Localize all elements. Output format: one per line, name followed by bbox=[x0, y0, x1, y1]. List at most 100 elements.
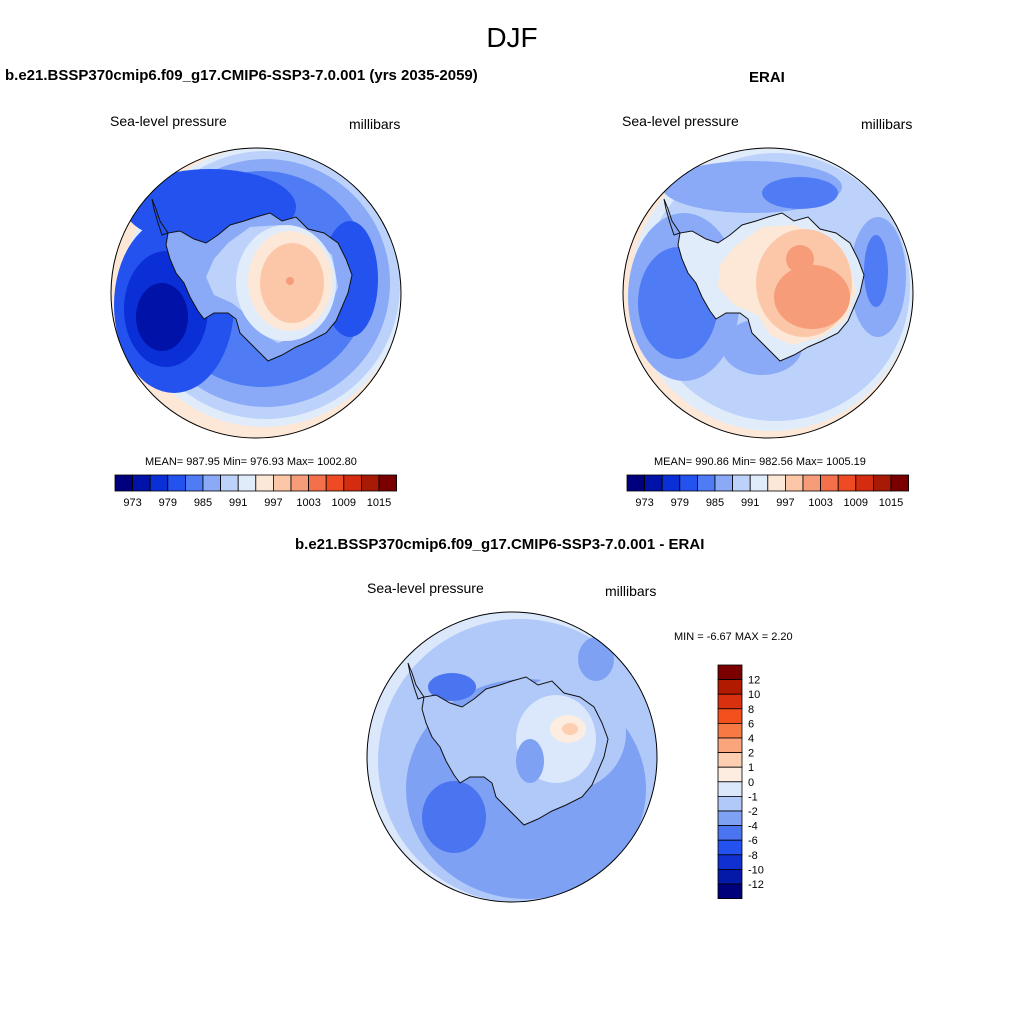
panel1-colorbar-swatch bbox=[167, 474, 186, 492]
panel2-map-border bbox=[622, 147, 914, 439]
panel1-colorbar-tick-label: 985 bbox=[194, 497, 212, 509]
panel1-subtitle-left: Sea-level pressure bbox=[110, 113, 227, 129]
diff-colorbar-swatch bbox=[717, 664, 743, 681]
diff-colorbar-tick-label: 10 bbox=[748, 689, 760, 701]
diff-subtitle-left: Sea-level pressure bbox=[367, 580, 484, 596]
diff-colorbar-tick-label: 1 bbox=[748, 762, 754, 774]
diff-map-border bbox=[366, 611, 658, 903]
diff-colorbar-tick-label: 6 bbox=[748, 718, 754, 730]
diff-colorbar-tick-label: -8 bbox=[748, 850, 758, 862]
panel2-colorbar-swatch bbox=[784, 474, 804, 492]
panel2-colorbar-swatch bbox=[820, 474, 839, 492]
panel2-colorbar-tick-label: 979 bbox=[671, 497, 689, 509]
panel2-colorbar-swatch bbox=[837, 474, 857, 492]
diff-colorbar-swatch bbox=[717, 679, 743, 695]
diff-colorbar-tick-label: 0 bbox=[748, 777, 754, 789]
panel2-colorbar-tick-label: 991 bbox=[741, 497, 759, 509]
panel1-colorbar-swatch bbox=[237, 474, 257, 492]
diff-colorbar-swatch bbox=[717, 839, 743, 856]
diff-colorbar-tick-label: -6 bbox=[748, 835, 758, 847]
panel1-colorbar-swatch bbox=[114, 474, 134, 492]
panel1-title: b.e21.BSSP370cmip6.f09_g17.CMIP6-SSP3-7.… bbox=[5, 67, 478, 84]
diff-contour-fill bbox=[516, 739, 544, 783]
panel2-subtitle-left: Sea-level pressure bbox=[622, 113, 739, 129]
diff-title: b.e21.BSSP370cmip6.f09_g17.CMIP6-SSP3-7.… bbox=[295, 536, 705, 553]
diff-contour-fill bbox=[578, 637, 614, 681]
panel2-colorbar-swatch bbox=[872, 474, 892, 492]
diff-colorbar-tick-label: 8 bbox=[748, 704, 754, 716]
diff-stats: MIN = -6.67 MAX = 2.20 bbox=[674, 631, 793, 643]
diff-colorbar-tick-label: -4 bbox=[748, 821, 758, 833]
panel1-colorbar-tick-label: 991 bbox=[229, 497, 247, 509]
panel1-colorbar-swatch bbox=[185, 474, 204, 492]
panel1-contour-fill bbox=[136, 283, 188, 351]
diff-subtitle-right: millibars bbox=[605, 583, 657, 599]
panel1-colorbar-tick-label: 1003 bbox=[296, 497, 320, 509]
panel2-colorbar-tick-label: 997 bbox=[776, 497, 794, 509]
diff-contour-fill bbox=[562, 723, 578, 735]
panel2-colorbar-swatch bbox=[890, 474, 910, 492]
diff-coastline bbox=[421, 676, 609, 826]
diff-colorbar-swatch bbox=[717, 766, 743, 783]
diff-colorbar-swatch bbox=[717, 810, 743, 827]
panel1-map-border bbox=[110, 147, 402, 439]
panel1-coastline bbox=[165, 212, 353, 362]
panel2-colorbar: 973 979 985 991 997 1003 1009 1015 bbox=[626, 474, 910, 509]
diff-colorbar-tick-label: 12 bbox=[748, 675, 760, 687]
panel1-colorbar-swatch bbox=[132, 474, 151, 492]
main-title: DJF bbox=[486, 22, 538, 53]
panel2-title: ERAI bbox=[749, 69, 785, 86]
panel1-colorbar-swatch bbox=[272, 474, 292, 492]
panel2-colorbar-swatch bbox=[802, 474, 822, 492]
panel2-subtitle-right: millibars bbox=[861, 116, 913, 132]
panel1-map bbox=[110, 147, 402, 439]
panel1-colorbar: 973 979 985 991 997 1003 1009 1015 bbox=[114, 474, 398, 509]
panel2-colorbar-swatch bbox=[626, 474, 646, 492]
panel1-colorbar-swatch bbox=[343, 474, 362, 492]
panel2-contour-fill bbox=[786, 245, 814, 273]
diff-colorbar-swatch bbox=[717, 752, 743, 768]
panel2-colorbar-tick-label: 1003 bbox=[808, 497, 832, 509]
panel1-colorbar-tick-label: 973 bbox=[123, 497, 141, 509]
diff-colorbar-swatch bbox=[717, 781, 743, 797]
diff-colorbar-swatch bbox=[717, 693, 743, 710]
panel2-colorbar-swatch bbox=[644, 474, 663, 492]
panel1-colorbar-swatch bbox=[202, 474, 222, 492]
diff-colorbar-swatch bbox=[717, 825, 743, 841]
panel2-colorbar-swatch bbox=[749, 474, 769, 492]
panel1-stats: MEAN= 987.95 Min= 976.93 Max= 1002.80 bbox=[145, 456, 357, 468]
panel2-colorbar-tick-label: 973 bbox=[635, 497, 653, 509]
panel2-colorbar-swatch bbox=[714, 474, 734, 492]
diff-colorbar-tick-label: -1 bbox=[748, 791, 758, 803]
diff-colorbar-swatch bbox=[717, 723, 743, 739]
panel2-colorbar-swatch bbox=[732, 474, 751, 492]
panel2-colorbar-swatch bbox=[697, 474, 716, 492]
panel1-colorbar-swatch bbox=[290, 474, 310, 492]
panel1-subtitle-right: millibars bbox=[349, 116, 401, 132]
diff-colorbar-swatch bbox=[717, 883, 743, 900]
panel2-coastline bbox=[677, 212, 865, 362]
panel1-colorbar-swatch bbox=[308, 474, 327, 492]
diff-coastline bbox=[407, 662, 425, 700]
panel2-colorbar-tick-label: 1015 bbox=[879, 497, 903, 509]
panel1-colorbar-tick-label: 979 bbox=[159, 497, 177, 509]
panel1-colorbar-swatch bbox=[378, 474, 398, 492]
panel2-colorbar-swatch bbox=[855, 474, 874, 492]
diff-colorbar-swatch bbox=[717, 795, 743, 812]
diff-contour-fill bbox=[428, 673, 476, 701]
panel2-contour-fill bbox=[864, 235, 888, 307]
panel2-map bbox=[622, 147, 914, 439]
panel2-contour-fill bbox=[774, 265, 850, 329]
panel2-colorbar-tick-label: 985 bbox=[706, 497, 724, 509]
panel1-colorbar-swatch bbox=[220, 474, 239, 492]
panel1-coastline bbox=[151, 198, 169, 236]
panel2-colorbar-tick-label: 1009 bbox=[844, 497, 868, 509]
panel1-colorbar-swatch bbox=[360, 474, 380, 492]
panel1-colorbar-tick-label: 1015 bbox=[367, 497, 391, 509]
panel1-contour-fill bbox=[286, 277, 294, 285]
diff-colorbar-swatch bbox=[717, 737, 743, 754]
panel1-colorbar-tick-label: 997 bbox=[264, 497, 282, 509]
panel1-colorbar-swatch bbox=[149, 474, 169, 492]
panel2-colorbar-swatch bbox=[679, 474, 698, 492]
